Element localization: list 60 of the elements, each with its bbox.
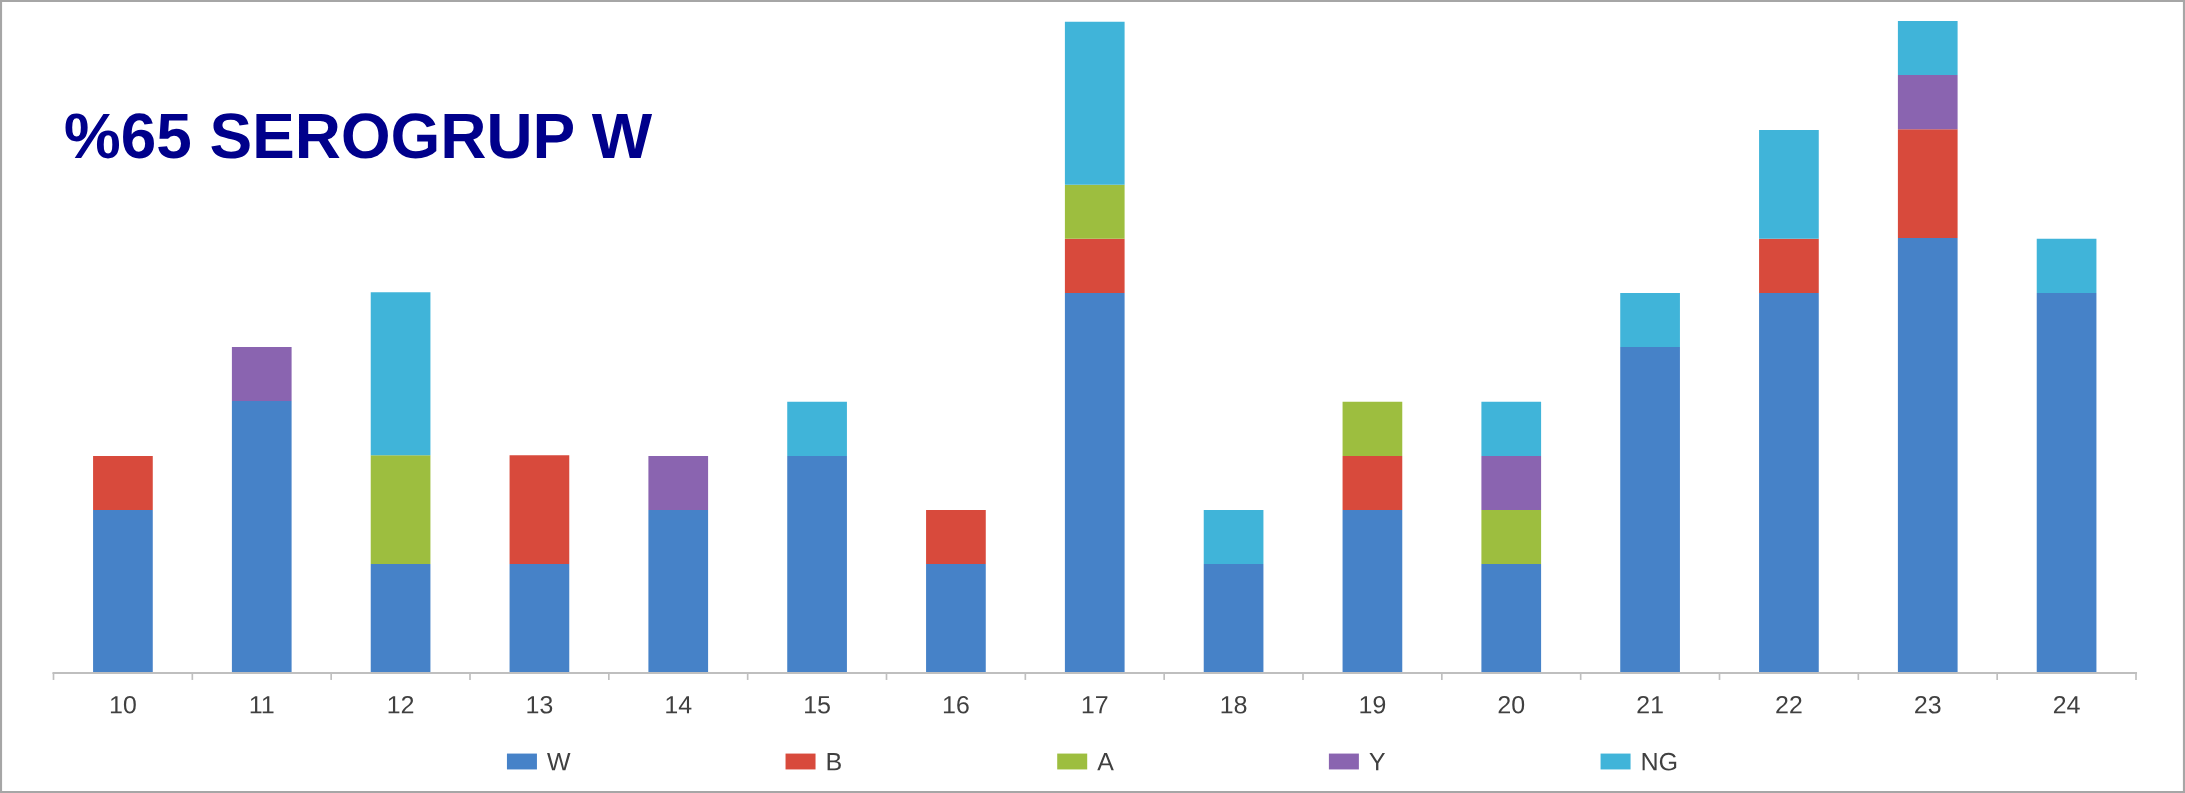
bar bbox=[231, 347, 292, 402]
bar bbox=[1203, 564, 1264, 673]
bar bbox=[1897, 75, 1958, 130]
legend-label: B bbox=[827, 753, 841, 771]
x-tick-label: 23 bbox=[1915, 695, 1941, 714]
x-tick-label: 12 bbox=[388, 695, 414, 714]
bar bbox=[1759, 238, 1819, 293]
x-tick-label: 17 bbox=[1082, 696, 1108, 714]
bar bbox=[370, 292, 431, 456]
bar bbox=[231, 401, 292, 673]
x-tick-label: 21 bbox=[1637, 695, 1663, 714]
bar bbox=[1620, 347, 1680, 673]
bar bbox=[1064, 292, 1125, 673]
bar bbox=[1481, 401, 1542, 456]
x-tick-label: 13 bbox=[527, 695, 553, 714]
x-tick-label: 11 bbox=[250, 696, 274, 714]
bar bbox=[1481, 455, 1542, 510]
bar bbox=[1481, 510, 1542, 565]
x-tick-label: 18 bbox=[1221, 695, 1247, 714]
bar bbox=[370, 564, 431, 673]
bar bbox=[1481, 564, 1542, 673]
x-tick-label: 24 bbox=[2053, 695, 2080, 714]
bar bbox=[370, 455, 431, 565]
bar bbox=[1064, 238, 1125, 293]
bar bbox=[648, 510, 709, 673]
bar bbox=[1759, 129, 1819, 239]
bar bbox=[1342, 510, 1403, 673]
bar bbox=[1342, 455, 1403, 510]
bar bbox=[787, 401, 847, 456]
bar bbox=[2036, 292, 2097, 673]
legend-label: Y bbox=[1369, 753, 1386, 771]
bar bbox=[787, 455, 847, 673]
x-tick-label: 14 bbox=[666, 696, 692, 714]
x-tick-label: 22 bbox=[1776, 695, 1802, 714]
bar bbox=[1620, 292, 1680, 347]
bar bbox=[1342, 401, 1403, 456]
x-tick-label: 20 bbox=[1498, 695, 1525, 714]
legend-label: A bbox=[1097, 753, 1114, 771]
bar bbox=[648, 455, 709, 510]
bar bbox=[926, 510, 986, 565]
bar bbox=[1897, 21, 1958, 76]
x-tick-label: 16 bbox=[943, 695, 969, 714]
bar bbox=[2036, 238, 2097, 293]
bar bbox=[1203, 510, 1264, 565]
x-tick-label: 10 bbox=[110, 695, 136, 714]
legend-label: W bbox=[547, 753, 571, 771]
x-tick-label: 19 bbox=[1360, 695, 1386, 714]
bar bbox=[1064, 21, 1125, 185]
bar bbox=[93, 455, 153, 510]
x-tick-label: 15 bbox=[805, 696, 830, 714]
bar bbox=[1897, 238, 1958, 673]
bar bbox=[93, 510, 153, 673]
legend-label: NG bbox=[1642, 752, 1677, 771]
bar bbox=[509, 564, 570, 673]
bar bbox=[1897, 129, 1958, 239]
bar bbox=[1064, 184, 1125, 239]
bar bbox=[509, 455, 570, 565]
bar bbox=[1759, 292, 1819, 673]
text: %65 SEROGRUP W bbox=[65, 113, 653, 159]
bar bbox=[926, 564, 986, 673]
